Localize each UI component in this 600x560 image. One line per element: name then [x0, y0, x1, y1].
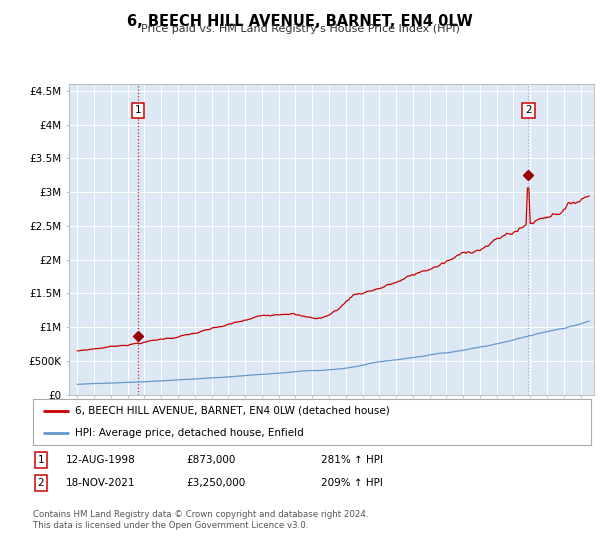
Text: 18-NOV-2021: 18-NOV-2021: [66, 478, 136, 488]
Text: Price paid vs. HM Land Registry's House Price Index (HPI): Price paid vs. HM Land Registry's House …: [140, 24, 460, 34]
Text: 2: 2: [525, 105, 532, 115]
Text: 12-AUG-1998: 12-AUG-1998: [66, 455, 136, 465]
Text: 1: 1: [37, 455, 44, 465]
Text: 6, BEECH HILL AVENUE, BARNET, EN4 0LW: 6, BEECH HILL AVENUE, BARNET, EN4 0LW: [127, 14, 473, 29]
Text: 209% ↑ HPI: 209% ↑ HPI: [321, 478, 383, 488]
Text: 281% ↑ HPI: 281% ↑ HPI: [321, 455, 383, 465]
Text: £873,000: £873,000: [186, 455, 235, 465]
Text: 6, BEECH HILL AVENUE, BARNET, EN4 0LW (detached house): 6, BEECH HILL AVENUE, BARNET, EN4 0LW (d…: [75, 406, 389, 416]
Text: This data is licensed under the Open Government Licence v3.0.: This data is licensed under the Open Gov…: [33, 521, 308, 530]
Text: Contains HM Land Registry data © Crown copyright and database right 2024.: Contains HM Land Registry data © Crown c…: [33, 510, 368, 519]
Text: £3,250,000: £3,250,000: [186, 478, 245, 488]
Text: 1: 1: [135, 105, 142, 115]
Text: HPI: Average price, detached house, Enfield: HPI: Average price, detached house, Enfi…: [75, 428, 304, 438]
Text: 2: 2: [37, 478, 44, 488]
